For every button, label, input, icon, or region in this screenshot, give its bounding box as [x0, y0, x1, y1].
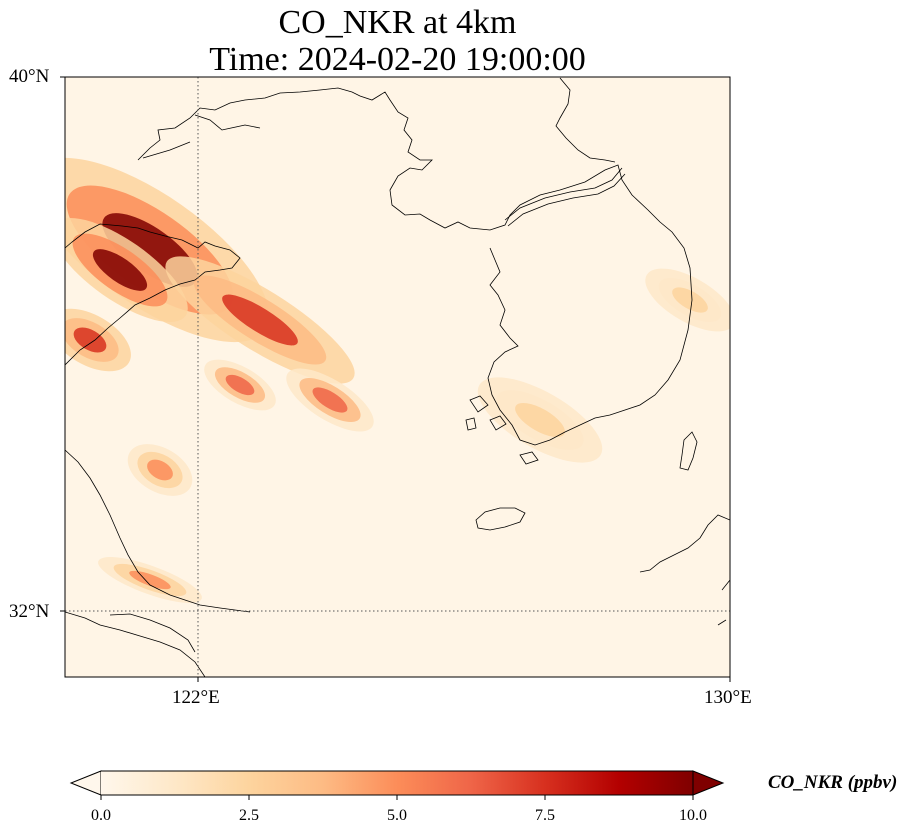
concentration-field — [65, 157, 730, 603]
colorbar-label: CO_NKR (ppbv) — [768, 772, 898, 793]
coastlines — [65, 77, 730, 677]
chart-title-line1: CO_NKR at 4km — [278, 4, 517, 41]
map-plot-area — [65, 77, 730, 677]
lat-label-40n: 40°N — [9, 66, 50, 87]
colorbar-extend-max — [692, 770, 725, 796]
field-blob-9 — [672, 287, 708, 313]
chart-title-line2: Time: 2024-02-20 19:00:00 — [209, 41, 586, 78]
colorbar-gradient — [101, 771, 693, 795]
colorbar-tick-label: 10.0 — [679, 807, 707, 824]
coastline-north-china — [137, 87, 693, 446]
coastline-jiangsu — [65, 449, 251, 613]
colorbar-extend-min — [69, 770, 102, 796]
field-blob-1 — [92, 249, 148, 291]
coastline-jeju — [475, 507, 526, 531]
boundary-line-2 — [507, 173, 626, 227]
field-blob-6 — [147, 459, 173, 481]
coastline-shandong — [65, 223, 241, 366]
field-blob-7 — [129, 570, 171, 590]
colorbar — [69, 770, 725, 800]
coastline-ne — [555, 77, 616, 163]
field-blob-5 — [312, 387, 348, 413]
coastline-japan — [639, 514, 730, 626]
coastline-tsushima — [679, 431, 698, 471]
boundary-line — [504, 167, 623, 221]
field-blob-3 — [73, 327, 107, 353]
coastline-bohai — [142, 114, 261, 159]
map-frame — [64, 76, 731, 678]
coastline-korea-islands — [465, 395, 539, 465]
lat-label-32n: 32°N — [9, 601, 50, 622]
lon-label-122e: 122°E — [172, 687, 220, 708]
colorbar-tick-label: 2.5 — [239, 807, 259, 824]
field-blob-4 — [225, 374, 255, 396]
field-blob-8 — [515, 402, 565, 438]
lon-label-130e: 130°E — [704, 687, 752, 708]
colorbar-tick-label: 7.5 — [535, 807, 555, 824]
coastline-yangtze — [65, 611, 206, 677]
colorbar-tick-label: 0.0 — [91, 807, 111, 824]
colorbar-tick-label: 5.0 — [387, 807, 407, 824]
field-blob-2 — [222, 294, 298, 346]
